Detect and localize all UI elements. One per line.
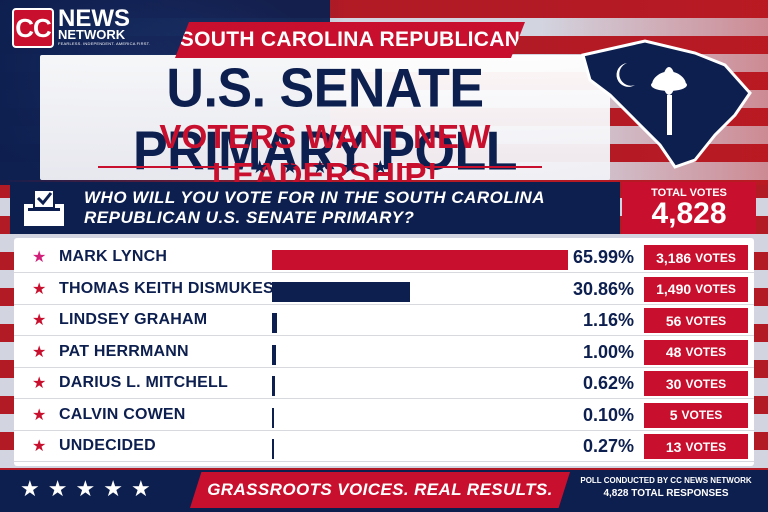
candidate-name: LINDSEY GRAHAM — [59, 311, 208, 328]
footer-bar: ★★★★★ GRASSROOTS VOICES. REAL RESULTS. P… — [0, 470, 768, 512]
candidate-name: PAT HERRMANN — [59, 342, 189, 360]
footer-stars: ★★★★★ — [20, 476, 159, 502]
logo-network: NETWORK — [58, 27, 126, 42]
percent-label: 0.62% — [582, 373, 634, 393]
star-icon: ★ — [32, 375, 47, 392]
footer-note-line-1: POLL CONDUCTED BY CC NEWS NETWORK — [580, 476, 752, 485]
result-bar — [272, 281, 411, 302]
votes-count: 13 — [665, 438, 682, 455]
candidate-name: THOMAS KEITH DISMUKES — [59, 279, 274, 297]
result-row: ★ DARIUS L. MITCHELL 0.62% 30 VOTES — [14, 368, 754, 399]
question-line-1: WHO WILL YOU VOTE FOR IN THE SOUTH CAROL… — [84, 188, 545, 207]
votes-suffix: VOTES — [685, 313, 727, 328]
candidate-name: MARK LYNCH — [59, 248, 168, 265]
star-icon: ★ — [130, 476, 159, 501]
result-row: ★ UNDECIDED 0.27% 13 VOTES — [14, 431, 754, 462]
star-icon: ★ — [342, 156, 359, 177]
star-icon: ★ — [32, 312, 47, 329]
star-icon: ★ — [372, 156, 389, 177]
result-bar — [272, 439, 274, 459]
ballot-box-icon — [24, 189, 64, 226]
votes-badge: 3,186 VOTES — [644, 245, 748, 270]
logo-text: NEWS NETWORK FEARLESS. INDEPENDENT. AMER… — [58, 5, 151, 47]
votes-suffix: VOTES — [695, 250, 736, 265]
star-icon: ★ — [32, 280, 47, 298]
percent-label: 0.10% — [582, 404, 634, 425]
votes-badge: 13 VOTES — [644, 434, 748, 459]
star-icon: ★ — [251, 156, 268, 177]
votes-badge: 48 VOTES — [644, 339, 748, 365]
votes-suffix: VOTES — [681, 408, 723, 422]
votes-suffix: VOTES — [685, 345, 727, 359]
star-icon: ★ — [47, 476, 76, 501]
total-votes-label: TOTAL VOTES — [651, 187, 727, 199]
result-bar — [272, 407, 274, 428]
result-row: ★ PAT HERRMANN 1.00% 48 VOTES — [14, 337, 754, 368]
brand-logo[interactable]: CC NEWS NETWORK FEARLESS. INDEPENDENT. A… — [12, 5, 151, 48]
votes-suffix: VOTES — [685, 439, 727, 454]
star-icon: ★ — [75, 476, 104, 501]
star-icon: ★ — [32, 438, 47, 455]
total-votes-value: 4,828 — [651, 197, 727, 230]
result-row: ★ MARK LYNCH 65.99% 3,186 VOTES — [14, 242, 754, 273]
percent-label: 1.16% — [582, 310, 634, 330]
footer-note: POLL CONDUCTED BY CC NEWS NETWORK 4,828 … — [576, 476, 756, 499]
header-stars-divider: ★ ★ ★ ★ ★ — [60, 156, 580, 178]
star-icon: ★ — [281, 156, 298, 177]
result-bar — [272, 250, 568, 270]
star-icon: ★ — [32, 406, 47, 424]
votes-count: 56 — [665, 312, 682, 329]
percent-label: 30.86% — [572, 278, 634, 299]
top-banner: SOUTH CAROLINA REPUBLICAN — [175, 22, 525, 58]
candidate-name: DARIUS L. MITCHELL — [59, 374, 228, 391]
page-title: U.S. SENATE PRIMARY POLL — [132, 58, 518, 182]
percent-label: 1.00% — [582, 341, 634, 362]
results-chart: ★ MARK LYNCH 65.99% 3,186 VOTES ★ THOMAS KEITH… — [14, 238, 754, 466]
total-votes-box: TOTAL VOTES 4,828 — [622, 182, 756, 234]
footer-note-line-2: 4,828 TOTAL RESPONSES — [603, 488, 729, 499]
star-icon: ★ — [311, 156, 329, 177]
header-panel — [40, 55, 610, 180]
result-row: ★ CALVIN COWEN 0.10% 5 VOTES — [14, 400, 754, 431]
south-carolina-map-icon — [581, 39, 752, 169]
candidate-name: CALVIN COWEN — [59, 405, 186, 423]
votes-count: 30 — [665, 375, 682, 392]
votes-count: 3,186 — [656, 249, 692, 266]
votes-badge: 56 VOTES — [644, 308, 748, 333]
result-bar — [272, 344, 277, 365]
star-icon: ★ — [32, 249, 47, 266]
result-bar — [272, 376, 275, 396]
question-bar: WHO WILL YOU VOTE FOR IN THE SOUTH CAROL… — [10, 182, 620, 234]
percent-label: 65.99% — [572, 247, 634, 267]
percent-label: 0.27% — [582, 436, 634, 456]
votes-badge: 30 VOTES — [644, 371, 748, 396]
votes-badge: 5 VOTES — [644, 402, 748, 428]
result-row: ★ LINDSEY GRAHAM 1.16% 56 VOTES — [14, 305, 754, 336]
votes-count: 5 — [669, 407, 678, 423]
logo-news: NEWS — [58, 5, 130, 32]
star-icon: ★ — [20, 476, 48, 501]
logo-tagline: FEARLESS. INDEPENDENT. AMERICA FIRST. — [58, 41, 151, 46]
poll-question: WHO WILL YOU VOTE FOR IN THE SOUTH CAROL… — [84, 188, 564, 228]
votes-count: 1,490 — [656, 281, 692, 297]
votes-badge: 1,490 VOTES — [644, 276, 748, 302]
star-icon: ★ — [103, 476, 131, 501]
votes-count: 48 — [665, 344, 682, 360]
divider-line-left — [97, 166, 238, 168]
candidate-name: UNDECIDED — [59, 437, 156, 454]
result-row: ★ THOMAS KEITH DISMUKES 30.86% 1,490 VOTES — [14, 274, 754, 305]
votes-suffix: VOTES — [695, 282, 736, 296]
question-line-2: REPUBLICAN U.S. SENATE PRIMARY? — [84, 208, 415, 227]
logo-mark: CC — [12, 8, 54, 48]
footer-banner: GRASSROOTS VOICES. REAL RESULTS. — [190, 472, 570, 508]
star-icon: ★ — [32, 343, 47, 361]
result-bar — [272, 313, 278, 333]
divider-line-right — [402, 166, 543, 168]
votes-suffix: VOTES — [685, 376, 727, 391]
